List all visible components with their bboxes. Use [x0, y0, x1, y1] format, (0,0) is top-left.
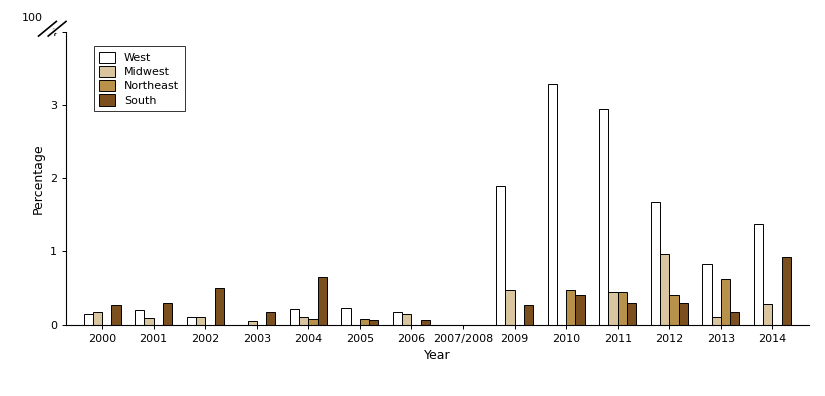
Bar: [678, 303, 688, 325]
Bar: [403, 314, 412, 325]
Bar: [730, 312, 739, 325]
Bar: [599, 109, 609, 325]
Bar: [144, 318, 153, 325]
Bar: [660, 254, 669, 325]
Bar: [782, 257, 791, 325]
Y-axis label: Percentage: Percentage: [31, 143, 45, 213]
Bar: [754, 224, 763, 325]
Bar: [763, 304, 772, 325]
Bar: [651, 202, 660, 325]
Bar: [609, 292, 618, 325]
Bar: [83, 314, 92, 325]
Bar: [505, 289, 515, 325]
Text: 100: 100: [21, 13, 42, 23]
X-axis label: Year: Year: [424, 349, 450, 362]
Bar: [618, 292, 627, 325]
Bar: [702, 264, 711, 325]
Bar: [135, 310, 144, 325]
Bar: [669, 295, 678, 325]
Bar: [92, 312, 102, 325]
Bar: [370, 320, 379, 325]
Bar: [248, 321, 257, 325]
Bar: [548, 84, 557, 325]
Bar: [290, 308, 299, 325]
Bar: [496, 185, 505, 325]
Bar: [163, 303, 172, 325]
Bar: [266, 312, 276, 325]
Bar: [186, 318, 196, 325]
Bar: [342, 308, 351, 325]
Bar: [318, 277, 327, 325]
Bar: [711, 318, 721, 325]
Bar: [393, 312, 403, 325]
Bar: [360, 319, 370, 325]
Bar: [299, 318, 309, 325]
Bar: [196, 318, 205, 325]
Bar: [627, 303, 636, 325]
Bar: [309, 319, 318, 325]
Bar: [214, 288, 224, 325]
Bar: [566, 289, 576, 325]
Legend: West, Midwest, Northeast, South: West, Midwest, Northeast, South: [94, 46, 185, 111]
Bar: [721, 279, 730, 325]
Bar: [421, 320, 430, 325]
Bar: [576, 295, 585, 325]
Bar: [524, 305, 533, 325]
Bar: [111, 305, 120, 325]
